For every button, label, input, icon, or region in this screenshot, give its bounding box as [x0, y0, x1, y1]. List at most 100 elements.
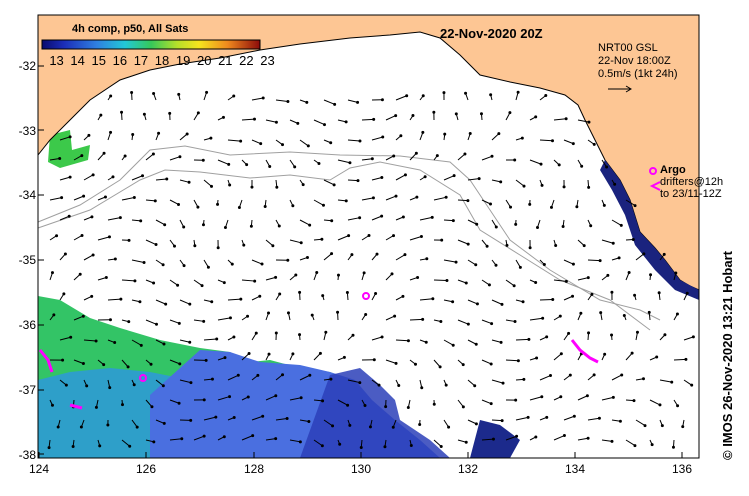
- argo-legend: Argo drifters@12h to 23/11-12Z: [660, 164, 723, 200]
- current-arrow-head: [380, 335, 384, 339]
- current-arrow: [433, 439, 442, 447]
- current-arrow-head: [474, 422, 478, 426]
- current-arrow-head: [142, 261, 146, 265]
- current-arrow-head: [164, 302, 168, 306]
- current-arrow-head: [505, 243, 509, 247]
- current-arrow-head: [246, 314, 250, 318]
- current-arrow-head: [401, 294, 405, 298]
- current-arrow-head: [104, 276, 108, 280]
- current-arrow-head: [499, 340, 503, 344]
- current-arrow-head: [177, 202, 181, 206]
- current-arrow: [529, 396, 542, 401]
- current-arrow: [443, 219, 454, 222]
- current-arrow-head: [68, 175, 72, 179]
- current-arrow-head: [582, 244, 586, 248]
- current-arrow-head: [359, 445, 363, 449]
- current-arrow-head: [579, 311, 583, 315]
- current-arrow: [217, 396, 230, 401]
- current-arrow-head: [298, 440, 302, 444]
- current-arrow: [299, 374, 311, 381]
- current-arrow-head: [215, 337, 219, 341]
- current-arrow: [169, 399, 180, 404]
- current-arrow-head: [168, 111, 172, 115]
- current-arrow: [505, 435, 517, 441]
- current-arrow-head: [534, 280, 538, 284]
- current-arrow-head: [390, 272, 394, 276]
- current-arrow: [251, 259, 263, 265]
- current-arrow-head: [439, 320, 443, 324]
- current-arrow-head: [414, 151, 418, 155]
- current-arrow-head: [541, 316, 545, 320]
- current-arrow-head: [348, 161, 352, 165]
- current-arrow-head: [130, 90, 134, 94]
- current-arrow-head: [419, 235, 423, 239]
- current-arrow-head: [187, 180, 191, 184]
- current-arrow: [313, 353, 321, 361]
- current-arrow: [625, 199, 636, 207]
- current-arrow: [385, 195, 397, 201]
- current-arrow-head: [487, 283, 491, 287]
- current-arrow-head: [397, 383, 401, 387]
- current-arrow-head: [442, 91, 446, 95]
- current-arrow: [241, 279, 255, 282]
- current-arrow: [59, 136, 71, 141]
- current-arrow-head: [420, 386, 424, 390]
- current-arrow-head: [380, 175, 384, 179]
- current-arrow-head: [154, 243, 158, 247]
- current-arrow-head: [281, 373, 285, 377]
- current-arrow-head: [477, 177, 481, 181]
- current-arrow-head: [201, 158, 205, 162]
- current-arrow-head: [259, 142, 263, 146]
- current-arrow-head: [68, 135, 72, 139]
- current-arrow: [59, 336, 71, 341]
- current-arrow: [313, 119, 325, 126]
- current-arrow: [515, 338, 529, 341]
- current-arrow-head: [423, 175, 427, 179]
- current-arrow-head: [473, 384, 477, 388]
- current-arrow-head: [67, 214, 71, 218]
- product-time: 22-Nov 18:00Z: [598, 55, 671, 67]
- current-arrow: [539, 298, 553, 301]
- y-tick-label: -36: [18, 318, 36, 332]
- current-arrow-head: [178, 362, 182, 366]
- current-arrow: [83, 174, 94, 181]
- current-arrow-head: [641, 377, 645, 381]
- current-arrow-head: [548, 374, 552, 378]
- current-arrow: [491, 133, 500, 141]
- current-arrow-head: [622, 313, 626, 317]
- current-arrow: [635, 419, 646, 427]
- current-arrow-head: [416, 275, 420, 279]
- current-arrow-head: [444, 383, 448, 387]
- current-arrow-head: [307, 420, 311, 424]
- current-arrow-head: [188, 302, 192, 306]
- current-arrow: [193, 319, 204, 322]
- current-arrow: [587, 417, 600, 421]
- current-arrow-head: [558, 314, 562, 318]
- current-arrow: [539, 139, 553, 142]
- current-arrow-head: [454, 112, 458, 116]
- current-arrow: [553, 279, 567, 282]
- current-arrow: [491, 379, 504, 384]
- current-arrow-head: [575, 205, 579, 209]
- current-arrow-head: [642, 252, 646, 256]
- current-arrow-head: [189, 381, 193, 385]
- current-arrow: [601, 396, 614, 401]
- current-arrow-head: [189, 418, 193, 422]
- current-arrow-head: [674, 271, 678, 275]
- current-arrow-head: [214, 415, 218, 419]
- current-arrow: [409, 152, 417, 161]
- current-arrow-head: [633, 293, 637, 297]
- current-arrow: [649, 399, 661, 406]
- current-arrow-head: [490, 154, 494, 158]
- current-arrow-head: [305, 255, 309, 259]
- current-arrow-head: [425, 257, 429, 261]
- current-arrow-head: [599, 311, 603, 315]
- current-arrow: [491, 339, 502, 343]
- current-arrow-head: [489, 402, 493, 406]
- current-arrow-head: [228, 316, 232, 320]
- current-arrow: [563, 259, 574, 265]
- current-arrow-head: [424, 340, 428, 344]
- current-arrow: [155, 219, 165, 226]
- current-arrow-head: [247, 352, 251, 356]
- current-arrow-head: [443, 132, 447, 136]
